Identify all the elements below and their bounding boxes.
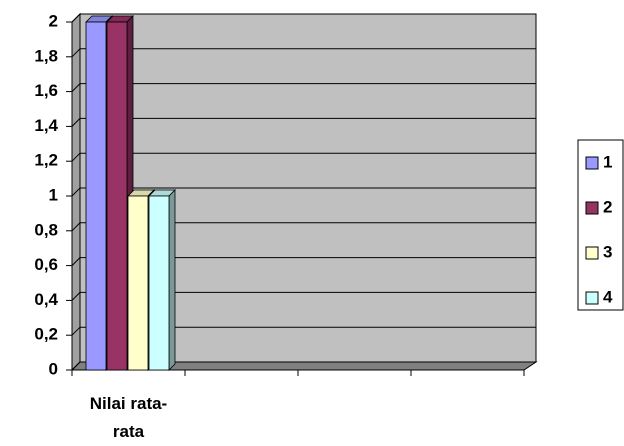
y-tick-label: 1,6 (34, 81, 58, 100)
grid-line (71, 187, 536, 197)
legend-box (577, 139, 624, 311)
legend-swatch (585, 291, 599, 305)
bar (148, 195, 170, 371)
bar-side (168, 189, 176, 371)
y-tick-label: 2 (49, 11, 58, 30)
grid-line (71, 361, 536, 371)
grid-line (71, 326, 536, 336)
grid-line (71, 257, 536, 266)
grid-line (71, 83, 536, 92)
y-tick-label: 0,2 (34, 325, 58, 344)
bar (106, 21, 128, 371)
grid-line (71, 13, 536, 23)
bar (127, 195, 149, 371)
y-tick-label: 1,8 (34, 46, 58, 65)
grid-line (71, 152, 536, 162)
legend-swatch (585, 201, 599, 215)
y-tick-label: 0,4 (34, 290, 58, 309)
bar (85, 21, 107, 371)
legend-swatch (585, 156, 599, 170)
legend-label: 4 (603, 287, 613, 306)
grid-line (71, 48, 536, 58)
legend-swatch (585, 246, 599, 260)
y-tick-label: 0,6 (34, 255, 58, 274)
x-tick-label: Nilai rata-rata (89, 394, 168, 441)
y-tick-label: 1,2 (34, 151, 58, 170)
legend-label: 2 (603, 197, 612, 216)
grid-line (71, 291, 536, 301)
y-tick-label: 1,4 (34, 116, 58, 135)
y-tick-label: 0,8 (34, 220, 58, 239)
legend-label: 3 (603, 242, 612, 261)
y-tick-label: 1 (49, 185, 58, 204)
grid-line (71, 222, 536, 232)
legend-label: 1 (603, 152, 612, 171)
grid-line (71, 117, 536, 127)
y-tick-label: 0 (49, 359, 58, 378)
